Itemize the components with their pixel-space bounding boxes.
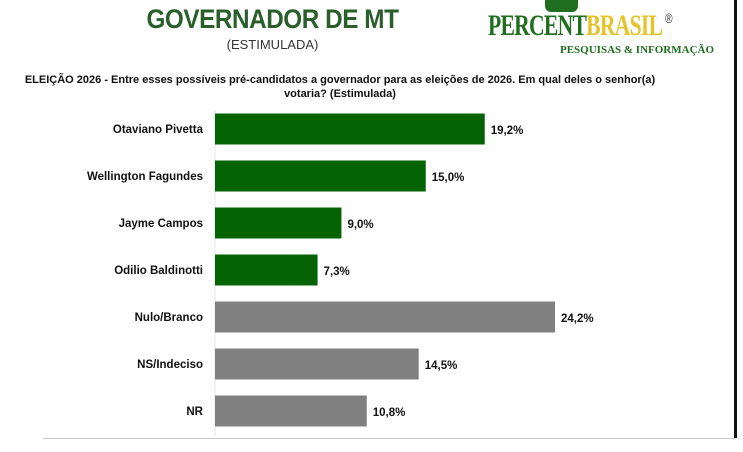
logo-mark <box>545 0 578 12</box>
logo-part1: PERCENT <box>488 9 587 42</box>
data-label: 9,0% <box>347 219 373 231</box>
bar-4 <box>215 301 555 333</box>
frame-border-bottom <box>43 438 735 439</box>
data-label: 14,5% <box>425 360 458 372</box>
page-subtitle: (ESTIMULADA) <box>226 37 319 52</box>
page-title: GOVERNADOR DE MT <box>146 4 399 34</box>
bar-0 <box>215 113 485 145</box>
category-label: Wellington Fagundes <box>87 171 203 183</box>
bar-6 <box>215 395 367 427</box>
logo-tagline: PESQUISAS & INFORMAÇÃO <box>560 44 715 56</box>
bar-5 <box>215 348 419 380</box>
data-label: 24,2% <box>561 313 594 325</box>
logo-part2: BRASIL <box>586 9 663 42</box>
category-label: Jayme Campos <box>119 218 203 230</box>
logo-row: PERCENTBRASIL ® <box>488 10 673 42</box>
bar-3 <box>215 254 318 286</box>
bar-1 <box>215 160 426 192</box>
category-label: Nulo/Branco <box>135 312 203 324</box>
frame-border-right <box>734 0 737 438</box>
brand-logo: PERCENTBRASIL ® PESQUISAS & INFORMAÇÃO <box>488 0 728 62</box>
registered-mark: ® <box>665 10 673 26</box>
data-label: 15,0% <box>432 172 465 184</box>
data-label: 10,8% <box>373 407 406 419</box>
category-label: Otaviano Pivetta <box>113 124 204 136</box>
category-label: Odilio Baldinotti <box>114 265 203 277</box>
category-label: NS/Indeciso <box>137 359 203 371</box>
chart-title: ELEIÇÃO 2026 - Entre esses possíveis pré… <box>24 74 656 100</box>
data-label: 7,3% <box>324 266 350 278</box>
bar-2 <box>215 207 342 239</box>
logo-wordmark: PERCENTBRASIL <box>488 9 663 42</box>
data-label: 19,2% <box>491 125 524 137</box>
category-label: NR <box>186 406 203 418</box>
